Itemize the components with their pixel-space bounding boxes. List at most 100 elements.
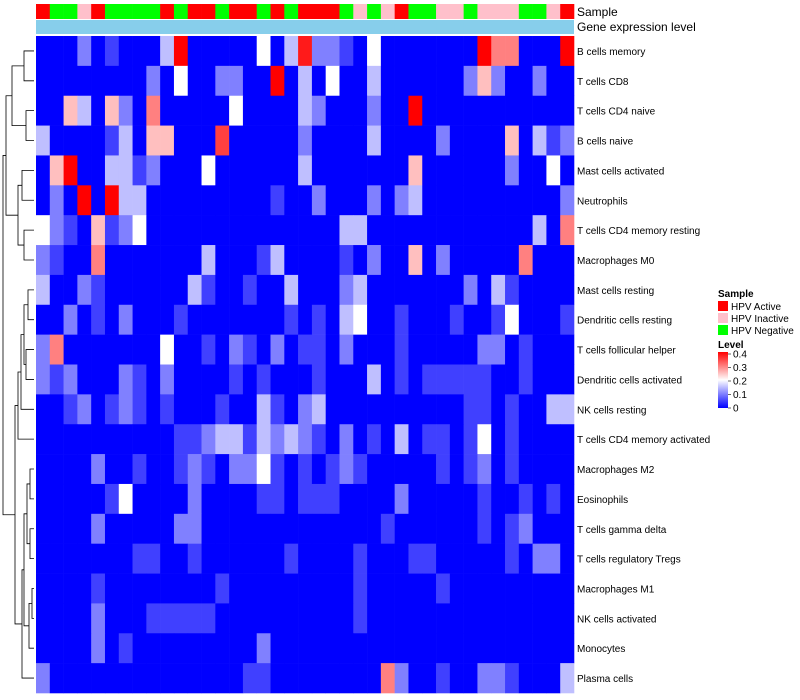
row-label: T cells CD4 memory resting [577,226,700,237]
heatmap-cell [436,185,451,216]
heatmap-cell [532,394,547,425]
heatmap-cell [367,155,382,186]
heatmap-cell [201,65,216,97]
heatmap-cell [146,454,161,485]
heatmap-cell [394,304,409,335]
heatmap-cell [270,65,285,97]
heatmap-cell [298,95,313,126]
sample-legend-label: HPV Negative [731,326,794,337]
heatmap-cell [311,155,326,186]
sample-annotation-cell [325,4,340,19]
heatmap-cell [132,65,147,97]
heatmap-cell [160,245,175,276]
heatmap-cell [256,95,271,126]
heatmap-cell [49,573,64,604]
heatmap-cell [146,334,161,365]
heatmap-cell [284,543,299,574]
heatmap-cell [367,95,382,126]
sample-annotation-cell [49,4,64,19]
heatmap-cell [215,543,230,574]
heatmap-cell [118,125,133,156]
heatmap-cell [49,215,64,246]
heatmap-cell [173,155,189,186]
heatmap-cell [339,573,354,604]
heatmap-cell [477,483,492,515]
heatmap-cell [394,633,409,664]
heatmap-cell [505,394,520,425]
heatmap-cell [104,36,120,67]
heatmap-cell [173,185,189,216]
heatmap-cell [104,364,120,395]
heatmap-cell [463,663,478,694]
heatmap-cell [201,394,216,425]
sample-legend-swatch [718,313,728,323]
heatmap-cell [104,603,120,634]
heatmap-cell [146,36,161,67]
heatmap-cell [256,454,271,485]
heatmap-cell [229,274,244,306]
heatmap-cell [505,95,520,126]
heatmap-cell [132,663,147,694]
heatmap-cell [532,155,547,186]
heatmap-cell [394,454,409,485]
heatmap-cell [242,573,258,604]
heatmap-cell [560,454,575,485]
heatmap-cell [353,573,368,604]
heatmap-cell [325,424,340,455]
heatmap-cell [284,274,299,306]
heatmap-cell [339,633,354,664]
heatmap-cell [449,424,464,455]
heatmap-cell [394,36,409,67]
heatmap-cell [449,483,464,515]
heatmap-cell [491,424,506,455]
heatmap-cell [242,304,258,335]
heatmap-cell [160,185,175,216]
heatmap-cell [118,483,133,515]
heatmap-cell [229,334,244,365]
heatmap-cell [132,245,147,276]
heatmap-cell [284,304,299,335]
heatmap-cell [380,663,395,694]
heatmap-cell [270,155,285,186]
heatmap-cell [477,274,492,306]
heatmap-cell [491,454,506,485]
heatmap-cell [325,274,340,306]
row-label: Monocytes [577,644,625,655]
heatmap-cell [325,65,340,97]
heatmap-cell [242,95,258,126]
heatmap-cell [532,633,547,664]
heatmap-cell [477,304,492,335]
heatmap-cell [311,185,326,216]
heatmap-cell [560,334,575,365]
heatmap-cell [422,454,437,485]
heatmap-cell [518,394,533,425]
heatmap-cell [270,394,285,425]
heatmap-cell [118,334,133,365]
heatmap-cell [298,36,313,67]
heatmap-cell [408,573,423,604]
heatmap-cell [284,155,299,186]
sample-annotation-cell [477,4,492,19]
row-label: Dendritic cells activated [577,375,682,386]
heatmap-cell [270,663,285,694]
heatmap-cell [380,185,395,216]
heatmap-cell [518,483,533,515]
heatmap-cell [63,483,78,515]
heatmap-cell [118,245,133,276]
dendrogram-branch [14,405,22,625]
heatmap-cell [311,125,326,156]
sample-annotation-cell [546,4,561,19]
heatmap-cell [353,394,368,425]
heatmap-cell [242,364,258,395]
heatmap-cell [546,185,561,216]
heatmap-cell [146,483,161,515]
heatmap-cell [408,663,423,694]
heatmap-cell [339,334,354,365]
heatmap-cell [394,185,409,216]
heatmap-cell [36,603,51,634]
heatmap-cell [215,245,230,276]
heatmap-cell [408,394,423,425]
heatmap-cell [132,125,147,156]
heatmap-cell [436,424,451,455]
